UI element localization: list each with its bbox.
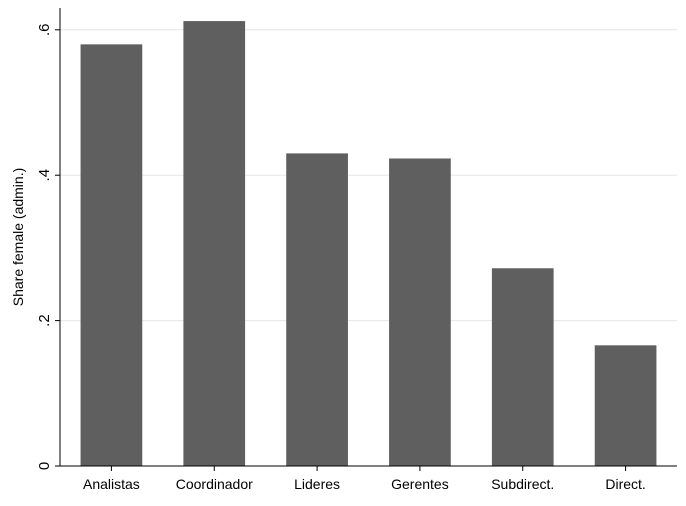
bar-lideres [286, 153, 348, 466]
x-tick-label: Gerentes [391, 476, 449, 492]
x-tick-layer: Analistas Coordinador Lideres Gerentes Subdi… [83, 466, 646, 492]
y-tick-label: 0 [36, 462, 53, 470]
bar-subdirect [491, 268, 554, 466]
bar-analistas [80, 44, 143, 466]
x-tick-label: Subdirect. [491, 476, 554, 492]
grid-layer [60, 29, 677, 322]
x-tick-label: Direct. [605, 476, 645, 492]
bar-layer [80, 21, 657, 466]
x-tick-label: Analistas [83, 476, 140, 492]
axis-layer [59, 8, 677, 467]
x-tick-label: Lideres [294, 476, 340, 492]
y-axis-title: Share female (admin.) [10, 168, 26, 307]
bar-gerentes [389, 158, 451, 466]
x-tick-label: Coordinador [176, 476, 253, 492]
bar-direct [594, 345, 657, 466]
bar-coordinador [183, 21, 246, 466]
y-tick-label: .4 [36, 169, 53, 182]
y-tick-label: .6 [36, 24, 53, 37]
y-tick-label: .2 [36, 314, 53, 327]
y-tick-layer: 0 .2 .4 .6 [36, 24, 60, 470]
